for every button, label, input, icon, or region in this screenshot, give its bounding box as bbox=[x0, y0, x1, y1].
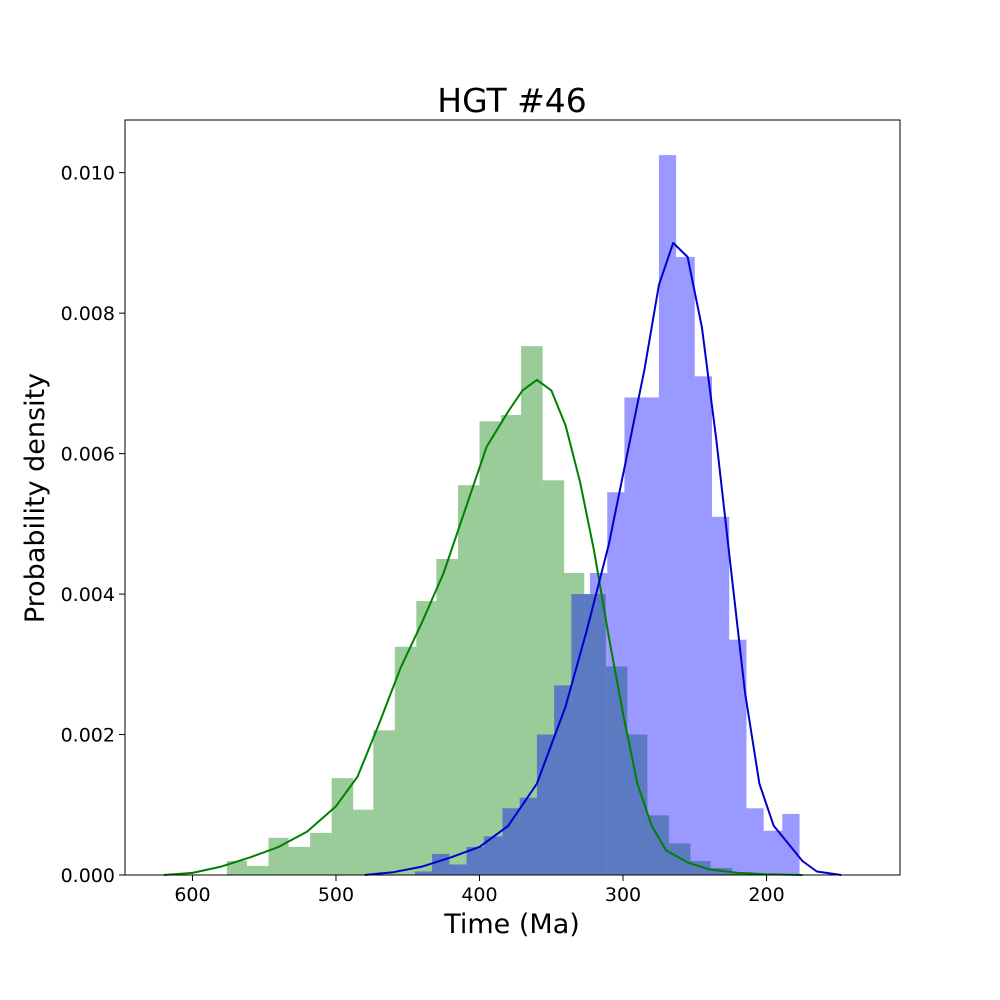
histogram-bar bbox=[416, 601, 437, 875]
histogram-bar bbox=[607, 492, 625, 875]
histogram-bar bbox=[536, 734, 555, 875]
histogram-bar bbox=[694, 376, 712, 875]
x-tick-label: 300 bbox=[605, 884, 641, 906]
y-axis-label: Probability density bbox=[20, 373, 51, 623]
histogram-bar bbox=[746, 808, 764, 875]
y-tick-label: 0.010 bbox=[61, 163, 115, 185]
histogram-bar bbox=[449, 864, 467, 875]
histogram-bar bbox=[246, 865, 269, 875]
x-tick-label: 200 bbox=[748, 884, 784, 906]
y-tick-label: 0.000 bbox=[61, 865, 115, 887]
histogram-bar bbox=[571, 594, 590, 875]
histogram-bar bbox=[641, 397, 659, 875]
plot-frame bbox=[124, 119, 901, 876]
histogram-bar bbox=[432, 853, 450, 875]
y-tick-label: 0.004 bbox=[61, 584, 115, 606]
histogram-bar bbox=[668, 843, 691, 875]
x-axis-label: Time (Ma) bbox=[443, 909, 580, 940]
histogram-bar bbox=[226, 860, 247, 875]
histogram-bar bbox=[711, 516, 730, 875]
histogram-bar bbox=[331, 778, 354, 875]
histogram-bar bbox=[763, 830, 783, 875]
x-tick-label: 600 bbox=[174, 884, 210, 906]
histogram-bar bbox=[436, 558, 458, 875]
histogram-bar bbox=[521, 346, 543, 876]
histogram-bar bbox=[310, 832, 332, 875]
chart-title: HGT #46 bbox=[437, 81, 587, 120]
histogram-bar bbox=[624, 397, 642, 875]
x-axis: 600 500 400 300 200 bbox=[174, 875, 785, 906]
histogram-bar bbox=[605, 666, 628, 875]
histogram-bar bbox=[288, 846, 311, 875]
histogram-bar bbox=[501, 414, 522, 875]
histogram-bar bbox=[414, 871, 433, 875]
plot-area bbox=[124, 119, 901, 876]
histogram-bar bbox=[584, 594, 606, 875]
histogram-bar bbox=[729, 639, 747, 875]
histogram-bar bbox=[373, 730, 395, 875]
histogram-bar bbox=[542, 480, 565, 875]
histogram-bar bbox=[590, 573, 608, 875]
y-tick-label: 0.006 bbox=[61, 444, 115, 466]
y-tick-label: 0.002 bbox=[61, 725, 115, 747]
histogram-bar bbox=[658, 155, 677, 875]
histogram-bar bbox=[394, 646, 417, 875]
histogram-bar bbox=[519, 797, 537, 875]
x-tick-label: 500 bbox=[318, 884, 354, 906]
histogram-bar bbox=[782, 813, 800, 875]
y-axis: 0.000 0.002 0.004 0.006 0.008 0.010 bbox=[61, 163, 125, 887]
histogram-bar bbox=[647, 815, 669, 875]
histogram-bar bbox=[479, 421, 502, 875]
histogram-bar bbox=[466, 846, 484, 875]
histogram-bar bbox=[457, 485, 480, 875]
series-0-bars bbox=[226, 346, 753, 876]
x-tick-label: 400 bbox=[461, 884, 497, 906]
series-1-bars bbox=[414, 155, 800, 875]
series-1-density-line bbox=[364, 241, 842, 876]
histogram-bar bbox=[564, 573, 585, 875]
histogram-bar bbox=[268, 837, 289, 875]
series-0-density-line bbox=[163, 378, 803, 876]
histogram-bar bbox=[353, 809, 374, 875]
histogram-bar bbox=[554, 685, 572, 875]
histogram-bar bbox=[483, 836, 503, 875]
histogram-bar bbox=[627, 734, 648, 875]
histogram-bar bbox=[502, 808, 520, 875]
histogram-bar bbox=[676, 256, 695, 875]
y-tick-label: 0.008 bbox=[61, 303, 115, 325]
